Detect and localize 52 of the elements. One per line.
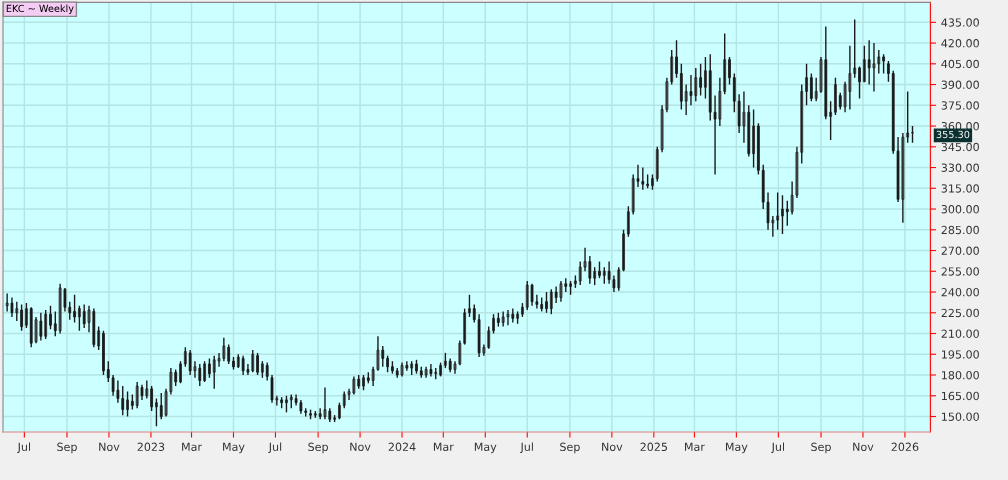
y-tick-label: 285.00 (941, 225, 979, 235)
y-tick-label: 210.00 (941, 329, 979, 338)
y-tick-label: 375.00 (941, 101, 979, 110)
text: 355.30 (936, 130, 970, 139)
x-tick-label: Nov (602, 442, 623, 452)
y-tick-label: 150.00 (942, 412, 979, 421)
x-tick-label: Jul (17, 442, 31, 454)
x-tick-label: May (725, 442, 748, 454)
y-tick-label: 420.00 (941, 39, 979, 48)
y-tick-label: 435.00 (941, 18, 979, 27)
x-tick-label: 2026 (891, 442, 919, 452)
x-tick-label: Sep (57, 442, 77, 454)
candlestick (333, 414, 336, 423)
y-tick-label: 315.00 (941, 184, 979, 193)
x-tick-label: Sep (560, 442, 580, 454)
x-tick-label: Nov (853, 442, 874, 452)
x-tick-label: Mar (685, 442, 705, 452)
x-tick-label: Nov (350, 442, 371, 452)
x-tick-label: Jul (268, 442, 282, 454)
y-tick-label: 180.00 (942, 370, 979, 380)
x-tick-label: Jul (771, 442, 785, 454)
x-tick-label: Sep (308, 442, 328, 454)
y-tick-label: 330.00 (941, 163, 979, 172)
x-tick-label: Nov (99, 442, 120, 452)
x-tick-label: 2023 (137, 442, 165, 452)
y-tick-label: 195.00 (942, 350, 979, 359)
x-tick-label: 2025 (640, 442, 667, 452)
y-tick-label: 345.00 (941, 142, 979, 152)
y-tick-label: 225.00 (941, 308, 979, 318)
x-tick-label: Jul (519, 442, 533, 454)
y-tick-label: 405.00 (941, 59, 979, 69)
chart-title: EKC ~ Weekly (6, 4, 74, 14)
candlestick (911, 125, 914, 144)
x-tick-label: May (474, 442, 497, 454)
candlestick (646, 173, 650, 189)
x-tick-label: Mar (433, 442, 454, 452)
candlestick (882, 53, 885, 75)
y-tick-label: 255.00 (941, 267, 979, 276)
x-tick-label: 2024 (388, 442, 416, 452)
candlestick (776, 191, 780, 231)
x-tick-label: May (223, 442, 245, 454)
candlestick (906, 90, 910, 144)
y-tick-label: 270.00 (941, 246, 979, 255)
y-tick-label: 240.00 (941, 288, 979, 297)
x-tick-label: Sep (811, 442, 831, 454)
y-tick-label: 300.00 (941, 205, 979, 214)
candlestick (391, 360, 394, 375)
y-tick-label: 165.00 (942, 391, 979, 401)
x-tick-label: Mar (182, 442, 202, 452)
y-tick-label: 390.00 (941, 80, 979, 89)
candlestick (872, 42, 876, 93)
candlestick (309, 408, 312, 420)
